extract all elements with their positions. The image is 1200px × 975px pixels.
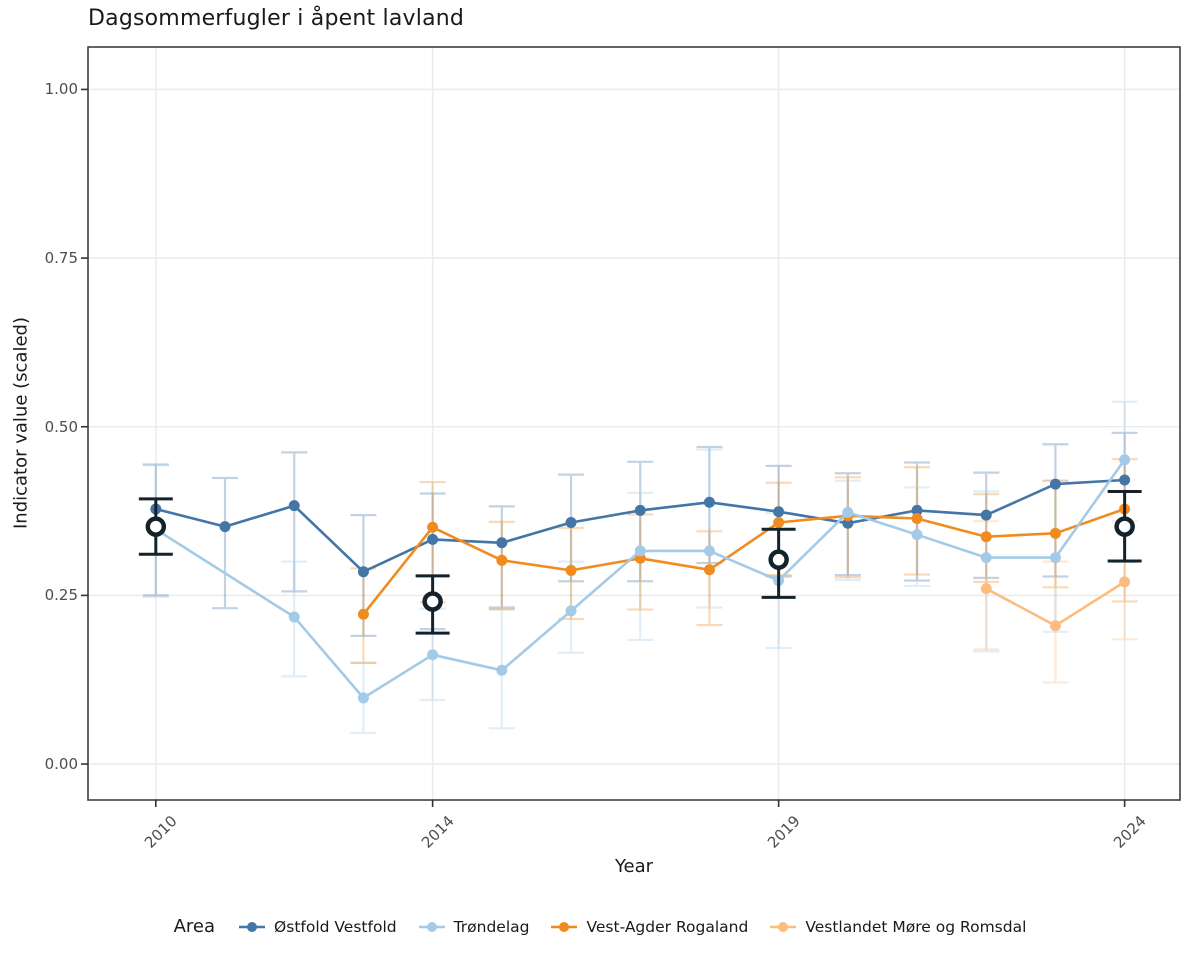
summary-point bbox=[422, 591, 443, 612]
legend-entry-2: Trøndelag bbox=[417, 917, 530, 936]
legend-entry-label: Vest-Agder Rogaland bbox=[586, 917, 749, 936]
legend-entry-3: Vest-Agder Rogaland bbox=[549, 918, 748, 936]
axis-ticks bbox=[81, 88, 1126, 807]
legend-key-icon bbox=[551, 921, 578, 932]
summary-point bbox=[768, 549, 789, 570]
y-tick-label: 0.00 bbox=[44, 755, 78, 774]
y-tick-label: 0.75 bbox=[44, 249, 78, 268]
gridlines bbox=[88, 47, 1180, 800]
y-tick-label: 0.50 bbox=[44, 417, 78, 436]
series-line-2 bbox=[155, 459, 1126, 700]
panel-background bbox=[88, 47, 1180, 800]
legend-entry-1: Østfold Vestfold bbox=[237, 918, 397, 936]
series-points-4 bbox=[980, 576, 1131, 632]
legend-entry-label: Trøndelag bbox=[453, 917, 530, 936]
legend-title: Area bbox=[173, 916, 216, 937]
plot-area bbox=[81, 46, 1181, 807]
series-line-3 bbox=[362, 507, 1126, 616]
legend-entry-label: Vestlandet Møre og Romsdal bbox=[805, 917, 1027, 936]
summary-point bbox=[145, 516, 167, 537]
y-tick-label: 1.00 bbox=[44, 80, 78, 99]
x-axis-title: Year bbox=[614, 856, 654, 877]
legend-entry-4: Vestlandet Møre og Romsdal bbox=[768, 918, 1026, 936]
legend-key-icon bbox=[418, 921, 445, 932]
summary-point bbox=[1114, 516, 1135, 537]
y-tick-label: 0.25 bbox=[44, 586, 78, 605]
summary-points bbox=[138, 490, 1142, 635]
legend: Area Østfold Vestfold Trøndelag Vest-Agder… bbox=[0, 916, 1200, 937]
legend-key-icon bbox=[770, 921, 797, 932]
series-points-3 bbox=[357, 503, 1131, 620]
chart-title: Dagsommerfugler i åpent lavland bbox=[88, 6, 465, 31]
legend-entry-label: Østfold Vestfold bbox=[274, 917, 397, 936]
panel-border bbox=[87, 46, 1181, 801]
series-points-1 bbox=[150, 474, 1131, 578]
legend-key-icon bbox=[239, 921, 266, 932]
